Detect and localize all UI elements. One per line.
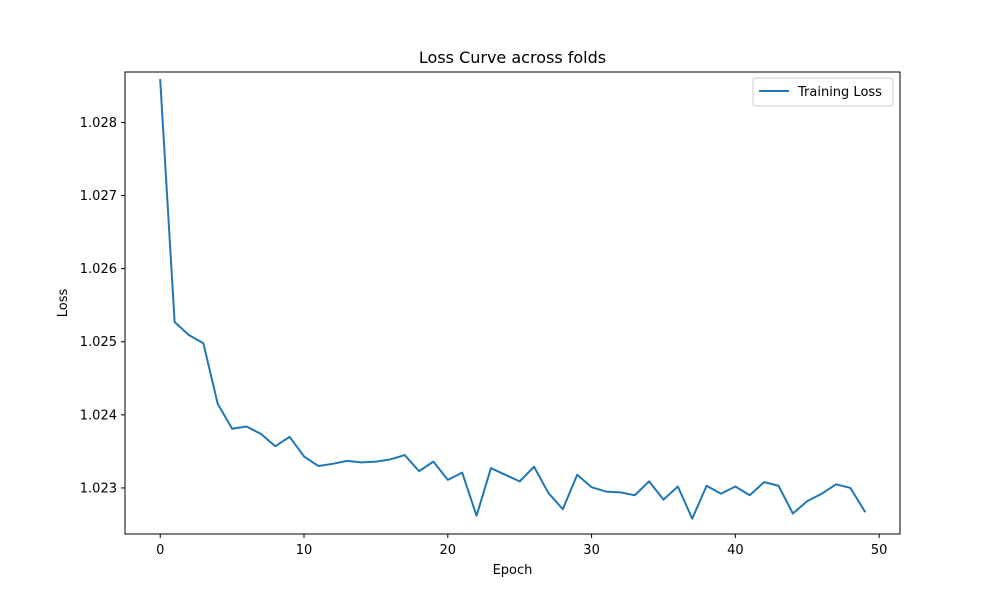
x-tick-label: 0 [156, 543, 164, 558]
x-tick-label: 10 [296, 543, 313, 558]
plot-frame [124, 71, 901, 535]
x-axis-label: Epoch [493, 563, 533, 578]
y-axis-label: Loss [56, 289, 71, 318]
y-tick-label: 1.023 [80, 481, 117, 496]
x-tick-label: 20 [440, 543, 457, 558]
legend-box [752, 77, 894, 107]
legend: Training Loss [752, 77, 894, 107]
y-tick-label: 1.027 [80, 189, 117, 204]
legend-label-training-loss: Training Loss [797, 85, 882, 100]
x-axis-ticks: 0 10 20 30 40 50 [156, 534, 887, 558]
y-tick-label: 1.025 [80, 335, 117, 350]
y-tick-label: 1.024 [80, 408, 117, 423]
x-tick-label: 50 [871, 543, 888, 558]
x-tick-label: 30 [583, 543, 600, 558]
x-tick-label: 40 [727, 543, 744, 558]
y-tick-label: 1.028 [80, 116, 117, 131]
y-tick-label: 1.026 [80, 262, 117, 277]
y-axis-ticks: 1.023 1.024 1.025 1.026 1.027 1.028 [80, 116, 125, 496]
training-loss-line [159, 78, 867, 520]
chart-title: Loss Curve across folds [419, 48, 606, 67]
